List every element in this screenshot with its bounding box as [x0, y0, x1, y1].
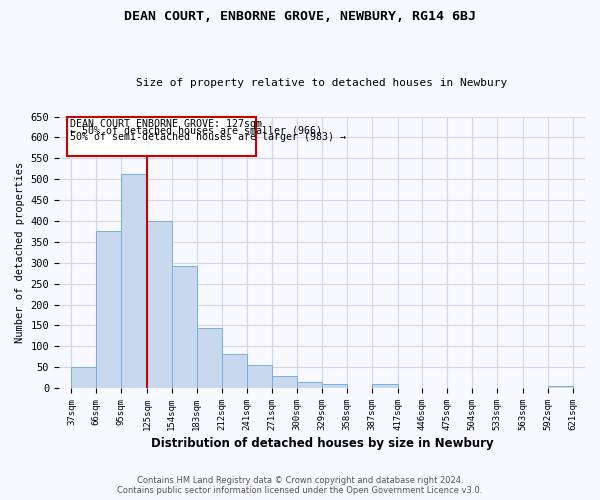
- Bar: [121, 174, 147, 388]
- Title: Size of property relative to detached houses in Newbury: Size of property relative to detached ho…: [136, 78, 508, 88]
- X-axis label: Distribution of detached houses by size in Newbury: Distribution of detached houses by size …: [151, 437, 493, 450]
- Bar: [172, 266, 197, 388]
- Bar: [272, 376, 297, 388]
- Text: ← 50% of detached houses are smaller (966): ← 50% of detached houses are smaller (96…: [70, 126, 322, 136]
- Bar: [71, 367, 97, 388]
- Bar: [548, 386, 572, 388]
- Bar: [147, 221, 172, 388]
- Bar: [197, 328, 221, 388]
- Bar: [372, 384, 398, 388]
- Y-axis label: Number of detached properties: Number of detached properties: [15, 162, 25, 343]
- Text: DEAN COURT ENBORNE GROVE: 127sqm: DEAN COURT ENBORNE GROVE: 127sqm: [70, 119, 262, 129]
- Bar: [247, 365, 272, 388]
- Text: DEAN COURT, ENBORNE GROVE, NEWBURY, RG14 6BJ: DEAN COURT, ENBORNE GROVE, NEWBURY, RG14…: [124, 10, 476, 23]
- Text: 50% of semi-detached houses are larger (983) →: 50% of semi-detached houses are larger (…: [70, 132, 346, 142]
- Bar: [322, 384, 347, 388]
- Bar: [221, 354, 247, 388]
- Text: Contains HM Land Registry data © Crown copyright and database right 2024.
Contai: Contains HM Land Registry data © Crown c…: [118, 476, 482, 495]
- Bar: [97, 232, 121, 388]
- Bar: [297, 382, 322, 388]
- FancyBboxPatch shape: [67, 118, 256, 156]
